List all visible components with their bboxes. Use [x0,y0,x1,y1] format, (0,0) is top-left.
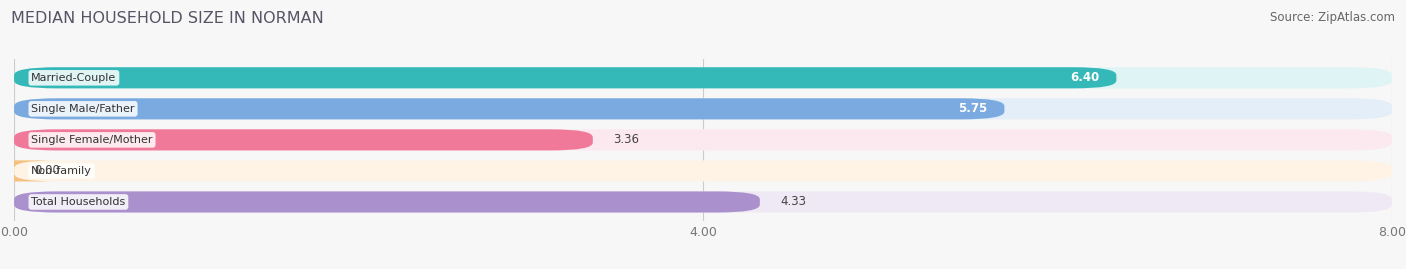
Text: MEDIAN HOUSEHOLD SIZE IN NORMAN: MEDIAN HOUSEHOLD SIZE IN NORMAN [11,11,323,26]
FancyBboxPatch shape [14,67,1116,88]
Text: 3.36: 3.36 [613,133,640,146]
Text: Source: ZipAtlas.com: Source: ZipAtlas.com [1270,11,1395,24]
Text: 0.00: 0.00 [35,164,60,178]
Text: 6.40: 6.40 [1070,71,1099,84]
Text: Single Male/Father: Single Male/Father [31,104,135,114]
Text: Total Households: Total Households [31,197,125,207]
FancyBboxPatch shape [14,98,1004,119]
Text: Non-family: Non-family [31,166,93,176]
FancyBboxPatch shape [14,67,1392,88]
FancyBboxPatch shape [14,129,1392,150]
FancyBboxPatch shape [14,160,1392,182]
Text: 5.75: 5.75 [957,102,987,115]
Text: Married-Couple: Married-Couple [31,73,117,83]
FancyBboxPatch shape [14,192,759,213]
FancyBboxPatch shape [14,129,593,150]
FancyBboxPatch shape [14,98,1392,119]
FancyBboxPatch shape [0,160,58,182]
FancyBboxPatch shape [14,192,1392,213]
Text: 4.33: 4.33 [780,196,807,208]
Text: Single Female/Mother: Single Female/Mother [31,135,153,145]
